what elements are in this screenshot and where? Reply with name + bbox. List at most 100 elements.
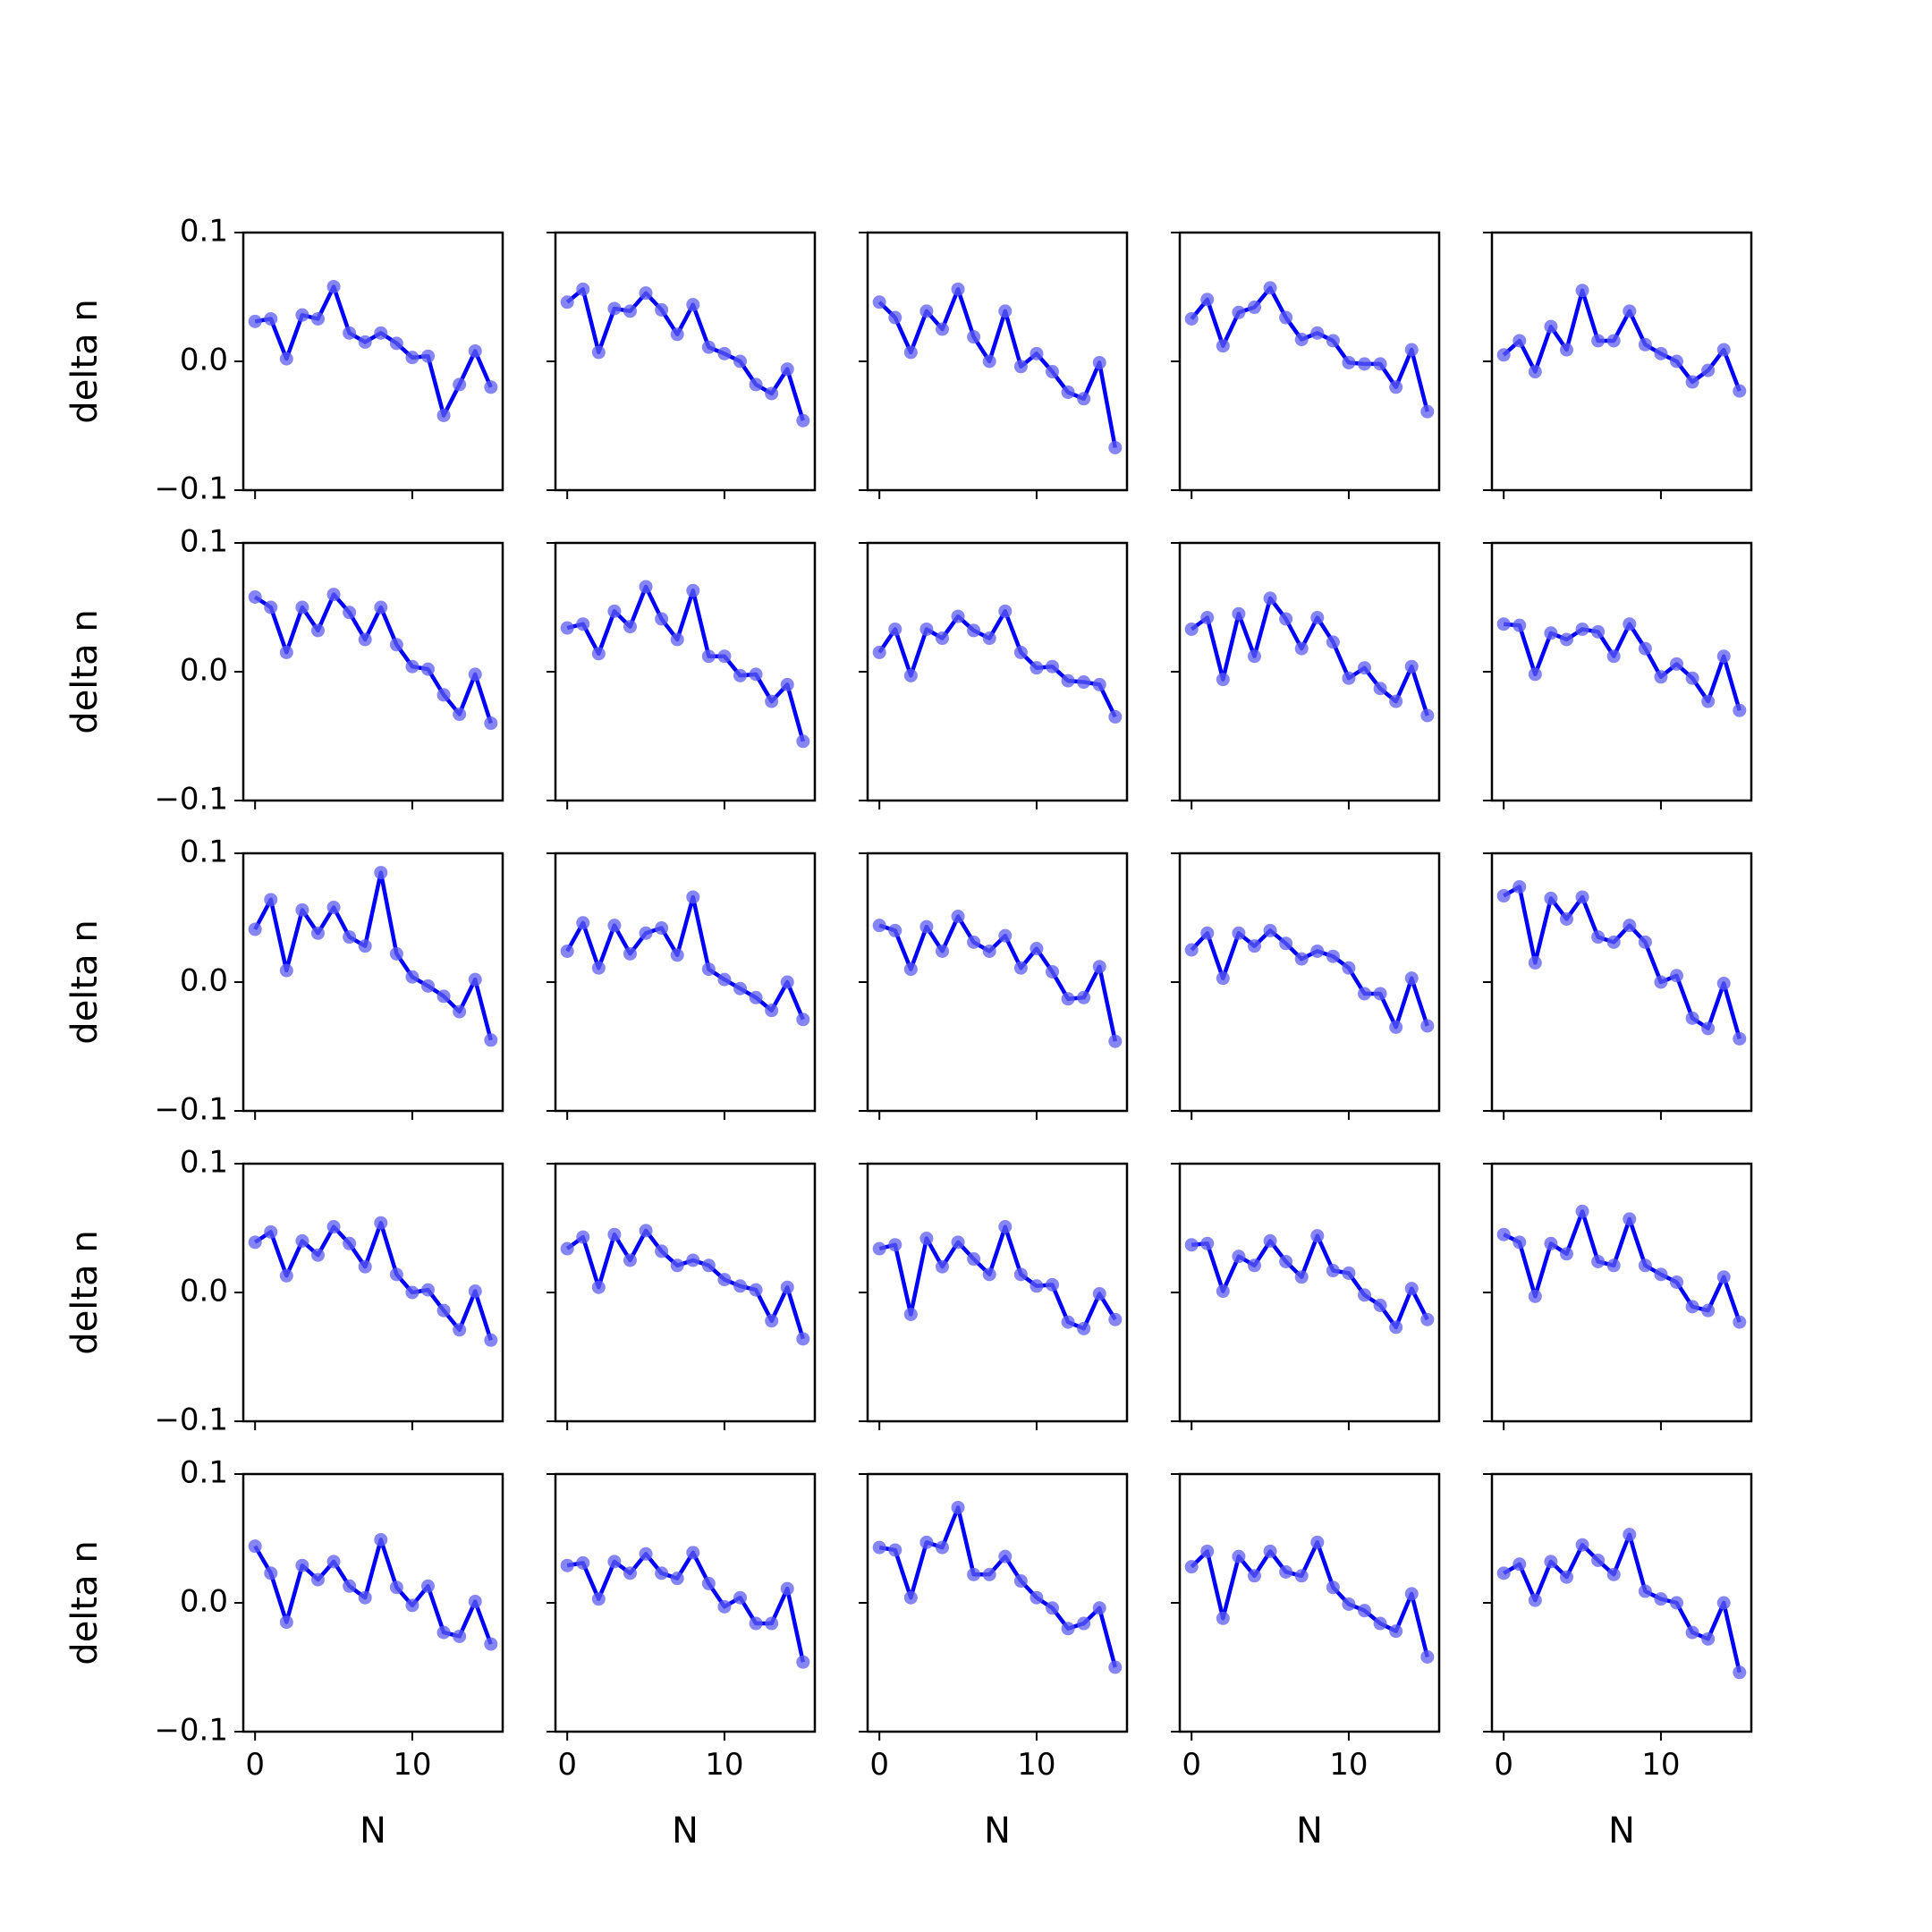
series-line	[1190, 285, 1429, 412]
series-line	[253, 870, 493, 1041]
panel-grid: 0.1 0.0 −0.1 delta n 0.1 0.0 −0.1 delta n 0.1 0.0…	[64, 214, 1753, 1852]
axes-frame	[242, 231, 504, 492]
data-point	[1528, 1289, 1542, 1303]
data-point	[1685, 1625, 1699, 1640]
data-point	[326, 588, 341, 602]
data-point	[903, 1307, 918, 1321]
x-tick-label: 10	[1017, 1747, 1055, 1783]
data-point	[421, 1579, 436, 1593]
data-point	[374, 1216, 388, 1230]
data-point	[1358, 1604, 1372, 1618]
data-point	[1513, 879, 1527, 894]
data-point	[701, 1576, 716, 1590]
data-point	[1030, 1279, 1044, 1293]
data-point	[576, 916, 590, 930]
data-point	[1279, 936, 1293, 951]
data-point	[1232, 926, 1246, 940]
data-point	[1528, 667, 1542, 682]
axes-frame	[242, 541, 504, 802]
y-tick-label: 0.0	[180, 1274, 228, 1309]
data-point	[1559, 343, 1573, 357]
data-point	[872, 295, 886, 309]
data-point	[1077, 1616, 1091, 1631]
panel-r4-c4	[1171, 1162, 1441, 1430]
data-point	[780, 1581, 794, 1596]
y-tick-label: 0.1	[180, 835, 228, 870]
axes-frame	[866, 1162, 1129, 1423]
data-point	[919, 304, 934, 318]
data-point	[326, 279, 341, 293]
data-point	[1389, 1624, 1403, 1639]
y-tick-label: −0.1	[154, 471, 228, 507]
data-point	[1294, 952, 1309, 966]
data-point	[1358, 987, 1372, 1001]
data-point	[1200, 611, 1215, 625]
data-point	[919, 919, 934, 934]
data-point	[701, 1258, 716, 1273]
data-point	[295, 902, 309, 917]
y-tick-label: 0.1	[180, 214, 228, 250]
data-point	[389, 638, 403, 652]
data-point	[295, 1558, 309, 1572]
data-point	[1092, 355, 1106, 369]
data-point	[903, 1590, 918, 1605]
data-point	[1575, 1204, 1589, 1218]
series-line	[877, 609, 1117, 718]
data-point	[1575, 1538, 1589, 1552]
data-point	[591, 345, 606, 360]
data-point	[872, 1241, 886, 1256]
data-point	[1061, 1315, 1075, 1329]
data-point	[872, 919, 886, 933]
data-point	[1513, 334, 1527, 348]
data-point	[1638, 641, 1652, 656]
data-point	[264, 1566, 278, 1580]
data-point	[1654, 1592, 1668, 1606]
data-point	[1326, 334, 1340, 348]
data-point	[1623, 919, 1637, 933]
data-point	[1670, 1275, 1684, 1289]
panel-r2-c4	[1171, 541, 1441, 809]
data-point	[1420, 1019, 1435, 1033]
data-point	[1013, 1574, 1028, 1589]
data-point	[279, 1615, 293, 1630]
data-point	[453, 1323, 467, 1337]
data-point	[1200, 1236, 1215, 1250]
data-point	[1496, 1566, 1511, 1580]
axes-frame	[1490, 231, 1753, 492]
data-point	[1342, 1597, 1356, 1611]
data-point	[1528, 1593, 1542, 1607]
data-point	[1279, 310, 1293, 325]
data-point	[1420, 708, 1435, 723]
data-point	[1077, 392, 1091, 406]
data-point	[1559, 1570, 1573, 1584]
data-point	[998, 1220, 1013, 1234]
data-point	[279, 645, 293, 659]
data-point	[591, 1592, 606, 1606]
data-point	[310, 1572, 325, 1587]
data-point	[1591, 1553, 1606, 1567]
series-line	[877, 287, 1118, 448]
x-axis-label: N	[984, 1810, 1011, 1852]
data-point	[405, 970, 419, 984]
data-point	[623, 946, 637, 961]
axes-frame	[554, 852, 817, 1113]
x-tick-label: 10	[1641, 1747, 1680, 1783]
data-point	[560, 295, 574, 309]
data-point	[982, 354, 996, 369]
data-point	[967, 623, 981, 638]
data-point	[733, 981, 748, 996]
data-point	[405, 351, 419, 365]
data-point	[1606, 1567, 1621, 1581]
data-point	[1654, 670, 1668, 684]
data-point	[1294, 1270, 1309, 1284]
axes-frame	[1178, 852, 1441, 1113]
data-point	[453, 708, 467, 722]
data-point	[1670, 1596, 1684, 1610]
data-point	[1279, 1564, 1293, 1579]
data-point	[1358, 1288, 1372, 1302]
data-point	[1077, 1321, 1091, 1335]
data-point	[1389, 380, 1403, 394]
data-point	[436, 989, 451, 1004]
y-tick-label: −0.1	[154, 1092, 228, 1128]
y-tick-label: 0.1	[180, 1145, 228, 1181]
